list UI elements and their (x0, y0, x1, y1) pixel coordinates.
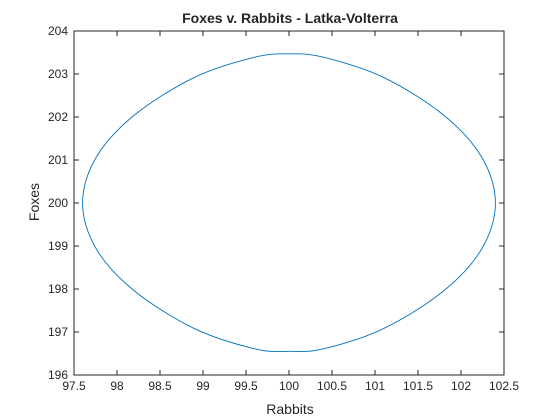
plot-area: 97.5 98 98.5 99 99.5 100 100.5 101 101.5 102 102.5… (48, 24, 519, 393)
x-tick-label-2: 98.5 (148, 379, 172, 393)
x-tick-label-3: 99 (196, 379, 210, 393)
x-tick-label-9: 102 (451, 379, 471, 393)
x-tick-label-6: 100.5 (317, 379, 347, 393)
x-tick-label-7: 101 (365, 379, 385, 393)
y-axis-ticks: 196 197 198 199 200 201 202 203 204 (48, 24, 504, 382)
y-tick-label-6: 202 (48, 110, 68, 124)
chart-title: Foxes v. Rabbits - Latka-Volterra (182, 10, 398, 26)
series-group (82, 53, 496, 352)
x-tick-label-4: 99.5 (234, 379, 258, 393)
y-tick-label-2: 198 (48, 282, 68, 296)
x-axis-ticks: 97.5 98 98.5 99 99.5 100 100.5 101 101.5 102 102.5 (62, 31, 519, 393)
x-tick-label-5: 100 (279, 379, 299, 393)
y-tick-label-8: 204 (48, 24, 68, 38)
axes-box (73, 30, 505, 376)
y-tick-label-4: 200 (48, 196, 68, 210)
x-tick-label-10: 102.5 (489, 379, 519, 393)
y-tick-label-5: 201 (48, 153, 68, 167)
x-tick-label-1: 98 (110, 379, 124, 393)
x-tick-label-8: 101.5 (403, 379, 433, 393)
y-tick-label-1: 197 (48, 325, 68, 339)
x-axis-label: Rabbits (266, 401, 313, 417)
series-line-0 (82, 53, 496, 352)
y-tick-label-0: 196 (48, 368, 68, 382)
y-tick-label-7: 203 (48, 67, 68, 81)
x-tick-label-0: 97.5 (62, 379, 86, 393)
y-axis-label: Foxes (26, 183, 42, 221)
y-tick-label-3: 199 (48, 239, 68, 253)
